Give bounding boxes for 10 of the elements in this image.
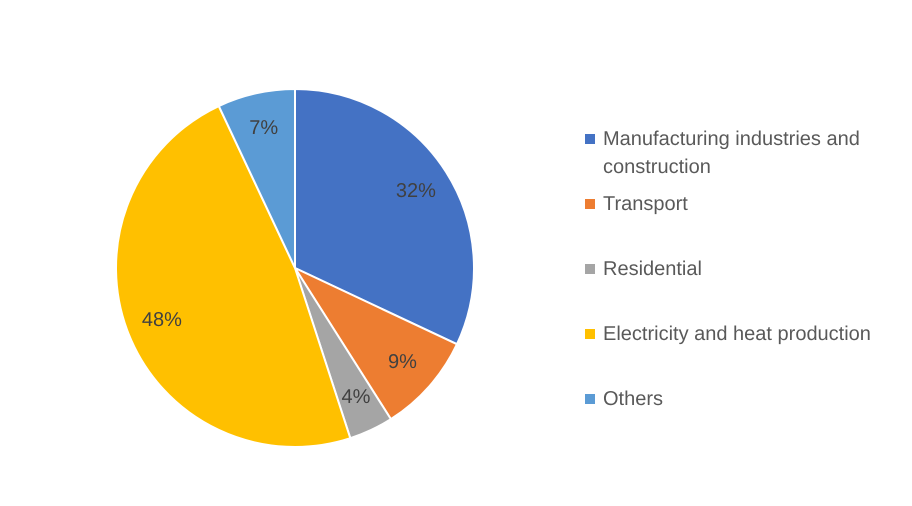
legend-label: Residential — [603, 257, 702, 282]
legend-label: Electricity and heat production — [603, 322, 871, 347]
data-label: 32% — [396, 180, 436, 202]
legend-label: Manufacturing industries and construction — [603, 127, 861, 180]
data-label: 48% — [142, 309, 182, 332]
legend-label: Others — [603, 387, 664, 412]
data-label: 9% — [388, 351, 418, 374]
legend-label: Transport — [603, 192, 688, 217]
data-label: 4% — [342, 386, 371, 408]
data-label: 7% — [249, 116, 278, 139]
